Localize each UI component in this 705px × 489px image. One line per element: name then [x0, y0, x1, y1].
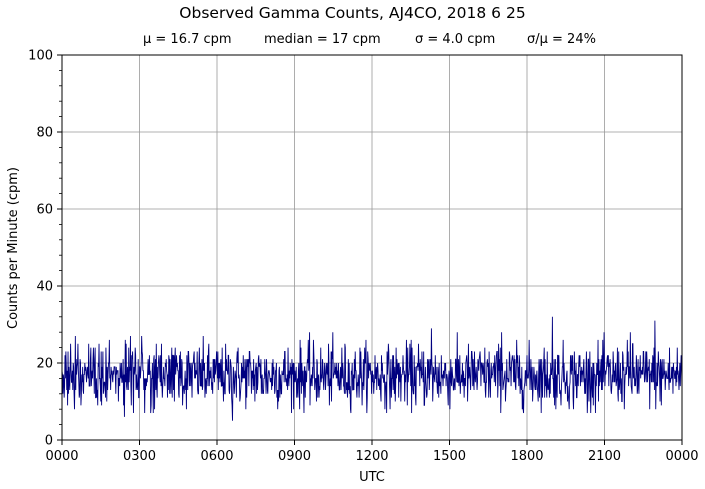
x-tick-label: 2100 [588, 449, 621, 464]
y-tick-label: 100 [28, 49, 53, 64]
x-tick-label: 0300 [123, 449, 156, 464]
x-axis-label: UTC [359, 470, 385, 485]
y-tick-label: 40 [36, 280, 53, 295]
x-tick-label: 1200 [355, 449, 388, 464]
chart-title: Observed Gamma Counts, AJ4CO, 2018 6 25 [179, 4, 526, 22]
stat-std: σ = 4.0 cpm [415, 32, 496, 47]
series-line-gamma-counts [61, 316, 683, 421]
x-tick-label: 0900 [278, 449, 311, 464]
x-tick-label: 0600 [200, 449, 233, 464]
x-tick-label: 0000 [665, 449, 698, 464]
y-tick-label: 60 [36, 203, 53, 218]
stat-median: median = 17 cpm [264, 32, 381, 47]
x-tick-label: 1500 [433, 449, 466, 464]
x-tick-label: 0000 [45, 449, 78, 464]
x-tick-label: 1800 [510, 449, 543, 464]
axes-layer: 0000 0300 0600 0900 1200 1500 1800 2100 00000204… [28, 49, 698, 465]
y-tick-label: 80 [36, 126, 53, 141]
stat-mean: μ = 16.7 cpm [143, 32, 232, 47]
series-layer [61, 316, 683, 421]
stat-cv: σ/μ = 24% [527, 32, 596, 47]
y-tick-label: 0 [45, 434, 53, 449]
y-tick-label: 20 [36, 357, 53, 372]
y-axis-label: Counts per Minute (cpm) [6, 167, 21, 329]
